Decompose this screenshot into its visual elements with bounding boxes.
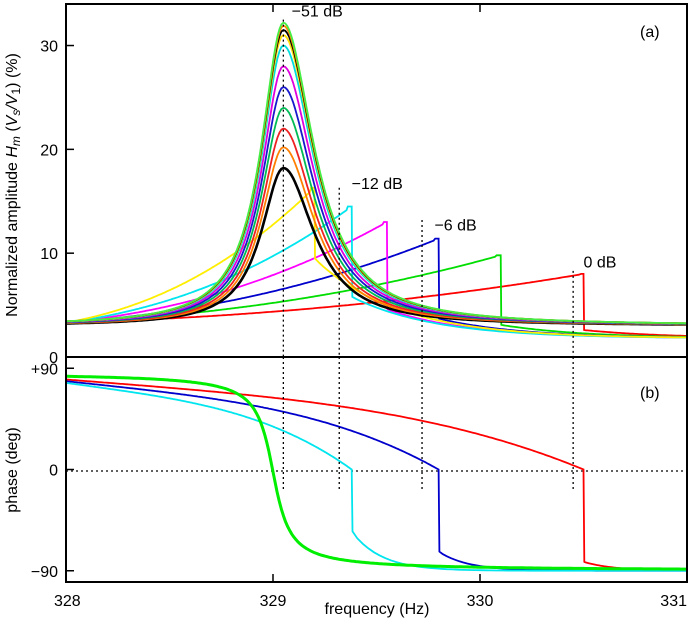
panel-a-y-tick-label-0: 0: [49, 350, 58, 367]
amplitude-annotation-3: 0 dB: [584, 255, 617, 272]
x-tick-label-0: 328: [54, 593, 81, 610]
panel-a-y-axis-label-part-5: s: [9, 110, 23, 116]
panel-b-label: (b): [640, 385, 660, 402]
panel-b-ticks: +90 0 −90 328 329 330 331: [31, 361, 688, 610]
panel-b-series: [65, 374, 687, 572]
panel-a-y-tick-label-2: 20: [40, 142, 58, 159]
panel-a-y-axis-label-part-9: ) (%): [4, 53, 21, 88]
panel-a-y-axis-label-part-6: /: [4, 104, 21, 111]
phase-series-2: [65, 382, 687, 572]
amplitude-annotation-0: −51 dB: [292, 3, 343, 20]
phase-series-0: [65, 378, 687, 572]
panel-b: +90 0 −90 328 329 330 331 (b): [31, 356, 688, 610]
panel-b-y-tick-label-0: +90: [31, 361, 58, 378]
amplitude-series-16: [65, 21, 687, 325]
amplitude-annotation-2: −6 dB: [434, 217, 476, 234]
x-axis-label: frequency (Hz): [325, 601, 430, 618]
x-tick-label-1: 329: [260, 593, 287, 610]
panel-a-label: (a): [640, 24, 660, 41]
panel-a: 0 10 20 30 −51 dB −12 dB −6 dB 0 dB (a): [40, 3, 688, 367]
phase-series-3: [66, 374, 687, 571]
panel-a-y-axis-label-part-0: Normalized amplitude: [4, 158, 21, 317]
amplitude-annotation-1: −12 dB: [352, 176, 403, 193]
panel-b-frame: [65, 356, 688, 583]
panel-a-y-tick-label-1: 10: [40, 246, 58, 263]
panel-b-y-axis-label: phase (deg): [4, 427, 21, 512]
panel-a-y-axis-label-part-7: V: [4, 93, 21, 105]
panel-a-y-ticks: 0 10 20 30: [40, 4, 688, 367]
amplitude-series-4: [65, 205, 687, 339]
panel-a-y-axis-label-part-3: (: [4, 126, 21, 136]
panel-a-dotted-markers: [282, 19, 574, 357]
panel-a-y-axis-label-part-1: H: [4, 146, 21, 158]
panel-a-y-tick-label-3: 30: [40, 39, 58, 56]
panel-a-series: [65, 21, 688, 339]
panel-b-y-tick-label-1: 0: [49, 463, 58, 480]
x-tick-label-2: 330: [467, 593, 494, 610]
panel-a-y-axis-label-part-2: m: [9, 136, 23, 146]
amplitude-series-0: [66, 273, 687, 337]
panel-a-y-axis-label-part-8: 1: [9, 88, 23, 95]
x-tick-label-3: 331: [660, 593, 687, 610]
panel-a-y-axis-label: Normalized amplitude Hm (Vs/V1) (%): [4, 53, 23, 317]
panel-a-annotations: −51 dB −12 dB −6 dB 0 dB: [292, 3, 617, 271]
panel-b-y-tick-label-2: −90: [31, 564, 58, 581]
panel-a-y-axis-label-part-4: V: [4, 114, 21, 126]
